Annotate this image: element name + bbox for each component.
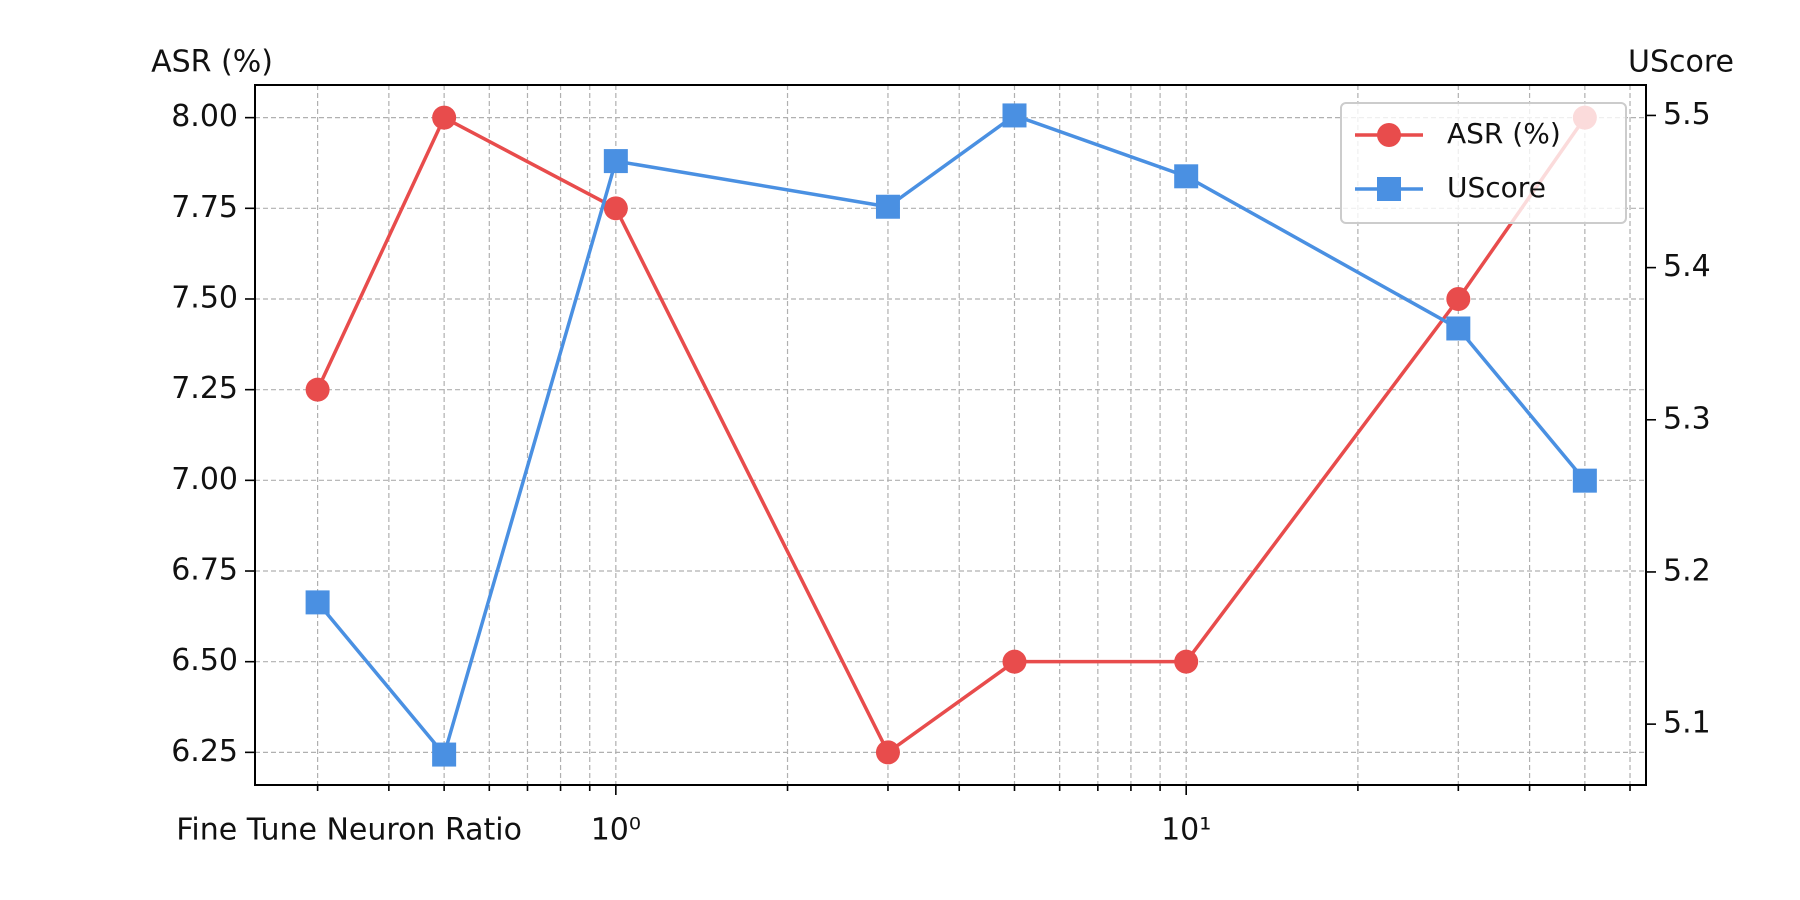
data-point [1174, 164, 1199, 189]
y-tick-label: 7.00 [171, 462, 238, 497]
y-tick-label: 6.50 [171, 643, 238, 678]
data-point [432, 105, 457, 130]
data-point [1002, 103, 1027, 128]
y-tick-label: 7.75 [171, 190, 238, 225]
y-tick-label: 8.00 [171, 99, 238, 134]
data-point [1446, 286, 1471, 311]
data-point [603, 149, 628, 174]
data-point [1572, 468, 1597, 493]
y2-tick-label: 5.5 [1663, 97, 1711, 132]
data-point [603, 196, 628, 221]
data-point [875, 194, 900, 219]
legend-marker [1377, 177, 1401, 201]
data-point [1174, 649, 1199, 674]
y2-tick-label: 5.3 [1663, 401, 1711, 436]
data-point [875, 740, 900, 765]
legend-label: UScore [1447, 171, 1546, 204]
y-tick-label: 6.25 [171, 734, 238, 769]
x-axis-label: Fine Tune Neuron Ratio [176, 813, 522, 848]
legend-marker [1377, 123, 1401, 147]
data-point [432, 742, 457, 767]
legend-box [1340, 102, 1627, 224]
y2-tick-label: 5.4 [1663, 249, 1711, 284]
y-axis-label: ASR (%) [151, 45, 273, 80]
data-point [305, 377, 330, 402]
y-tick-label: 7.25 [171, 371, 238, 406]
y-tick-label: 6.75 [171, 553, 238, 588]
data-point [305, 590, 330, 615]
plot-frame [254, 84, 1647, 786]
data-point [1002, 649, 1027, 674]
y2-axis-label: UScore [1628, 45, 1734, 80]
y-tick-label: 7.50 [171, 280, 238, 315]
x-tick-label: 10¹ [1161, 813, 1211, 848]
data-point [1446, 316, 1471, 341]
y2-tick-label: 5.1 [1663, 706, 1711, 741]
legend: ASR (%) UScore [1340, 102, 1627, 224]
legend-label: ASR (%) [1447, 117, 1561, 150]
y2-tick-label: 5.2 [1663, 553, 1711, 588]
series-line [316, 115, 1587, 755]
series-line [316, 113, 1587, 759]
x-tick-label: 10⁰ [591, 813, 641, 848]
